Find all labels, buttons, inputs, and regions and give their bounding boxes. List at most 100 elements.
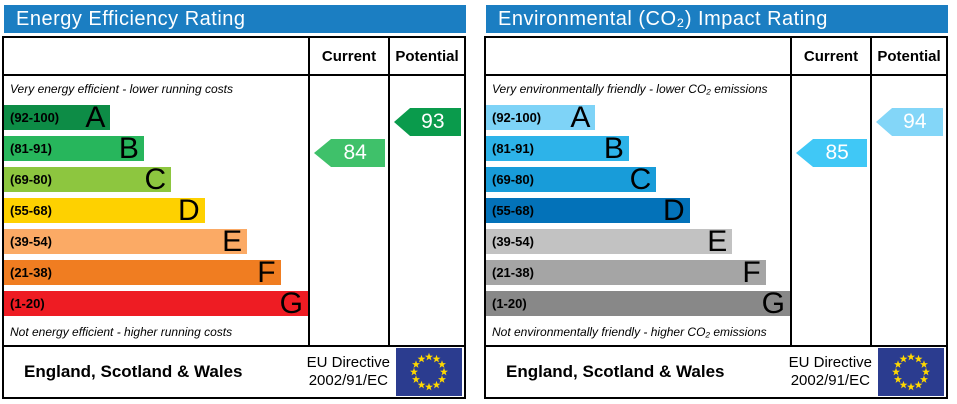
band-row: (1-20) G [4,288,308,319]
region-label: England, Scotland & Wales [24,362,243,381]
potential-rating-cell: 93 [388,76,464,345]
band-a: (92-100) A [4,101,111,134]
band-d: (55-68) D [4,194,205,227]
table-header-row: Current Potential [486,38,946,76]
band-row: (39-54) E [4,226,308,257]
band-letter: G [279,287,303,320]
top-caption: Very energy efficient - lower running co… [10,82,233,96]
band-row: (21-38) F [486,257,790,288]
current-rating-arrow: 85 [796,139,867,167]
potential-rating-cell: 94 [870,76,946,345]
top-caption: Very environmentally friendly - lower CO… [492,82,768,96]
band-d: (55-68) D [486,194,690,227]
bottom-caption: Not energy efficient - higher running co… [10,325,233,339]
band-range-label: (69-80) [10,172,52,187]
band-range-label: (92-100) [10,110,60,125]
table-body-row: Very energy efficient - lower running co… [4,76,464,345]
band-row: (55-68) D [486,195,790,226]
bottom-caption: Not environmentally friendly - higher CO… [492,325,767,339]
band-letter: E [222,225,243,258]
band-range-label: (21-38) [10,265,52,280]
rating-bands: (92-100) A (81-91) B (69 [4,102,308,319]
band-letter: C [629,163,652,196]
band-letter: C [144,163,167,196]
potential-rating-value: 93 [421,110,445,133]
environmental-co2-impact-rating-chart: Environmental (CO₂) Impact Rating Curren… [484,3,948,399]
band-row: (1-20) G [486,288,790,319]
band-range-label: (39-54) [492,234,534,249]
band-letter: D [663,194,685,227]
chart-title: Energy Efficiency Rating [16,7,246,30]
eu-directive-line2: 2002/91/EC [308,372,388,389]
band-range-label: (55-68) [492,203,534,218]
current-rating-value: 84 [343,141,367,164]
band-range-label: (55-68) [10,203,52,218]
potential-column-header: Potential [388,38,464,74]
potential-rating-arrow: 94 [876,108,943,136]
band-range-label: (39-54) [10,234,52,249]
current-column-header: Current [308,38,388,74]
header-spacer-cell [4,38,308,74]
band-b: (81-91) B [486,132,629,165]
band-c: (69-80) C [486,163,657,196]
band-range-label: (92-100) [492,110,542,125]
current-rating-cell: 85 [790,76,870,345]
band-row: (55-68) D [4,195,308,226]
current-rating-arrow: 84 [314,139,385,167]
band-letter: F [742,256,761,289]
chart-footer: England, Scotland & Wales EU Directive 2… [484,345,948,399]
eu-directive-line1: EU Directive [788,354,872,371]
bands-cell: Very environmentally friendly - lower CO… [486,76,790,345]
band-range-label: (81-91) [492,141,534,156]
current-rating-cell: 84 [308,76,388,345]
band-f: (21-38) F [4,258,281,288]
band-letter: B [603,132,624,165]
eu-directive-line1: EU Directive [306,354,390,371]
band-row: (92-100) A [4,102,308,133]
table-body-row: Very environmentally friendly - lower CO… [486,76,946,345]
environmental-chart-title-bar: Environmental (CO₂) Impact Rating [486,5,948,33]
band-row: (39-54) E [486,226,790,257]
potential-rating-arrow: 93 [394,108,461,136]
band-row: (81-91) B [4,133,308,164]
region-label: England, Scotland & Wales [506,362,725,381]
band-row: (92-100) A [486,102,790,133]
band-letter: E [707,225,728,258]
environmental-rating-table: Current Potential Very environmentally f… [484,36,948,347]
rating-bands: (92-100) A (81-91) B (69 [486,102,790,319]
energy-rating-table: Current Potential Very energy efficient … [2,36,466,347]
band-b: (81-91) B [4,134,144,164]
band-letter: D [177,194,200,227]
band-letter: A [85,101,106,134]
chart-footer: England, Scotland & Wales EU Directive 2… [2,345,466,399]
header-spacer-cell [486,38,790,74]
eu-directive-line2: 2002/91/EC [790,372,870,389]
band-range-label: (21-38) [492,265,534,280]
band-letter: G [761,287,785,320]
band-c: (69-80) C [4,163,172,196]
band-row: (69-80) C [4,164,308,195]
band-a: (92-100) A [486,101,596,134]
band-f: (21-38) F [486,256,766,289]
potential-rating-value: 94 [903,110,927,133]
current-column-header: Current [790,38,870,74]
band-range-label: (81-91) [10,141,52,156]
energy-chart-title-bar: Energy Efficiency Rating [4,5,466,33]
band-range-label: (69-80) [492,172,534,187]
band-row: (81-91) B [486,133,790,164]
band-g: (1-20) G [486,287,790,320]
band-row: (21-38) F [4,257,308,288]
eu-directive-label: EU Directive 2002/91/EC [307,354,390,390]
chart-title: Environmental (CO₂) Impact Rating [498,7,828,30]
table-header-row: Current Potential [4,38,464,76]
energy-efficiency-rating-chart: Energy Efficiency Rating Current Potenti… [2,3,466,399]
potential-column-header: Potential [870,38,946,74]
current-rating-value: 85 [825,141,849,164]
band-range-label: (1-20) [492,296,527,311]
eu-flag-icon [396,348,462,396]
band-row: (69-80) C [486,164,790,195]
bands-cell: Very energy efficient - lower running co… [4,76,308,345]
band-letter: A [570,101,591,134]
band-range-label: (1-20) [10,296,45,311]
